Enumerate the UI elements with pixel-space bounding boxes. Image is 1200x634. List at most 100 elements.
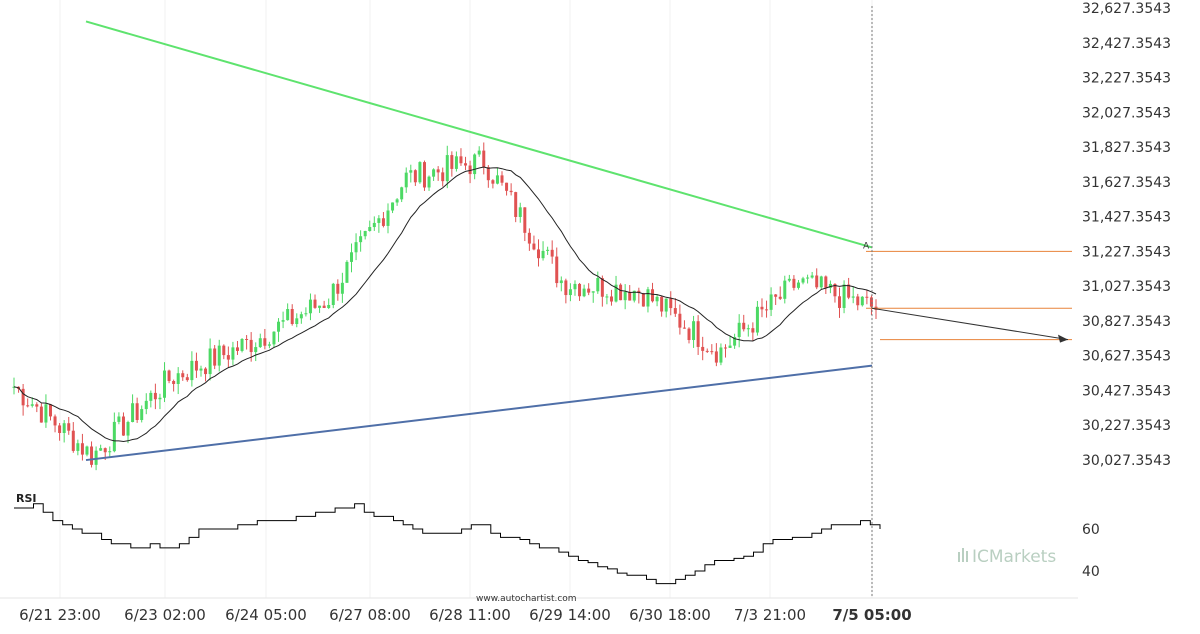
candle-body — [322, 305, 326, 309]
candle-body — [600, 278, 604, 297]
candle-body — [71, 430, 75, 451]
brand-bar-icon — [962, 548, 964, 562]
candle-body — [646, 289, 650, 307]
candle-body — [340, 282, 344, 294]
candle-body — [733, 337, 737, 346]
candle-body — [21, 388, 25, 406]
time-tick-label: 7/3 21:00 — [734, 606, 806, 624]
candle-body — [760, 306, 764, 310]
candle-body — [806, 277, 810, 279]
candle-body — [746, 328, 750, 330]
candle-body — [614, 284, 618, 302]
candle-body — [819, 276, 823, 288]
time-tick-label: 6/24 05:00 — [225, 606, 307, 624]
candle-body — [381, 218, 385, 226]
price-tick-label: 32,227.3543 — [1082, 71, 1171, 87]
candle-body — [112, 421, 116, 452]
candle-body — [126, 422, 130, 436]
candle-body — [44, 404, 48, 423]
candle-body — [235, 347, 239, 351]
candle-body — [523, 207, 527, 233]
time-axis: 6/21 23:00 6/23 02:00 6/24 05:00 6/27 08:00… — [19, 606, 912, 624]
candle-body — [673, 308, 677, 314]
candle-body — [313, 299, 317, 308]
candle-body — [131, 403, 135, 423]
candle-body — [62, 423, 66, 433]
candle-body — [308, 299, 312, 314]
candle-body — [810, 275, 814, 278]
candle-body — [304, 313, 308, 315]
candle-body — [258, 338, 262, 348]
source-credit: www.autochartist.com — [476, 594, 577, 604]
candle-body — [651, 289, 655, 302]
candle-body — [641, 293, 645, 307]
candle-body — [140, 409, 144, 421]
candle-body — [464, 163, 468, 166]
time-tick-label: 6/23 02:00 — [124, 606, 206, 624]
candle-body — [550, 249, 554, 257]
price-tick-label: 31,027.3543 — [1082, 279, 1171, 295]
candle-body — [865, 296, 869, 298]
candle-body — [860, 296, 864, 306]
candle-body — [468, 165, 472, 175]
brand-suffix: Markets — [989, 547, 1056, 567]
candle-body — [445, 155, 449, 182]
candle-body — [245, 338, 249, 340]
candle-body — [176, 373, 180, 384]
candle-body — [208, 348, 212, 375]
resistance-line — [85, 20, 873, 249]
forecast-arrow — [871, 307, 1069, 343]
candle-body — [518, 207, 522, 217]
candle-body — [350, 252, 354, 262]
candle-body — [742, 322, 746, 330]
candle-body — [400, 187, 404, 200]
candle-body — [413, 170, 417, 183]
candle-body — [226, 355, 230, 360]
candle-body — [559, 280, 563, 284]
candle-body — [391, 202, 395, 211]
candle-body — [482, 150, 486, 168]
level-lines — [866, 250, 1072, 341]
price-tick-label: 32,427.3543 — [1082, 36, 1171, 52]
candle-body — [318, 305, 322, 308]
candle-body — [669, 298, 673, 309]
candle-body — [591, 291, 595, 293]
candle-body — [838, 296, 842, 308]
candle-body — [35, 404, 39, 407]
price-tick-label: 31,227.3543 — [1082, 244, 1171, 260]
candle-body — [705, 350, 709, 352]
candle-body — [240, 338, 244, 351]
candle-body — [404, 172, 408, 188]
candle-body — [48, 404, 52, 417]
candle-body — [564, 280, 568, 296]
candle-body — [80, 443, 84, 455]
candle-body — [541, 250, 545, 259]
candle-body — [696, 321, 700, 347]
candle-body — [500, 175, 504, 183]
brand-prefix: IC — [972, 547, 989, 567]
candle-body — [103, 448, 107, 453]
candle-body — [728, 345, 732, 348]
candle-body — [546, 249, 550, 251]
time-tick-label: 6/30 18:00 — [629, 606, 711, 624]
candle-body — [509, 190, 513, 193]
candle-body — [204, 368, 208, 375]
candle-body — [286, 309, 290, 321]
candle-body — [30, 404, 34, 406]
candle-body — [172, 380, 176, 384]
brand-bar-icon — [966, 551, 968, 562]
candle-body — [655, 296, 659, 302]
candle-body — [664, 298, 668, 312]
candle-body — [295, 318, 299, 325]
candle-body — [372, 222, 376, 228]
candle-body — [409, 170, 413, 173]
candle-body — [395, 199, 399, 203]
candle-body — [53, 416, 57, 426]
candle-body — [359, 236, 363, 243]
candle-body — [277, 321, 281, 332]
candle-body — [687, 328, 691, 341]
candle-body — [692, 321, 696, 341]
candle-body — [163, 370, 167, 398]
